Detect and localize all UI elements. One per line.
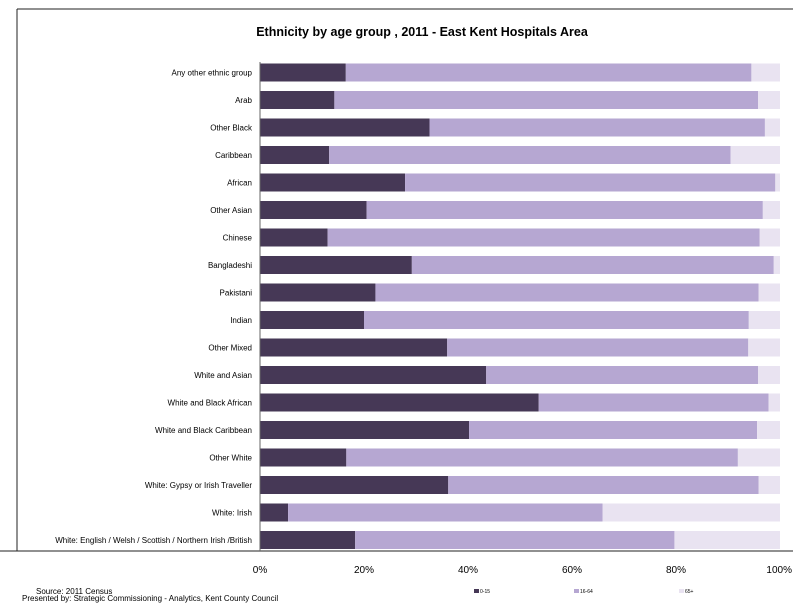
- bar-other-asian-16-64: [366, 201, 763, 219]
- bar-pakistani-16-64: [375, 283, 759, 302]
- bar-african-65plus: [775, 173, 780, 192]
- presented-by-text: Presented by: Strategic Commissioning - …: [22, 594, 278, 603]
- bar-white-and-black-african-0-15: [260, 393, 539, 412]
- bar-chinese-65plus: [759, 228, 780, 247]
- category-label-indian: Indian: [230, 316, 252, 325]
- bar-chinese-0-15: [260, 228, 328, 247]
- bar-caribbean-65plus: [730, 146, 780, 164]
- category-label-other-black: Other Black: [210, 124, 253, 133]
- category-label-any-other-ethnic-group: Any other ethnic group: [172, 69, 253, 78]
- legend-label-65plus: 65+: [685, 589, 694, 595]
- bar-white-gypsy-or-irish-traveller-0-15: [260, 476, 449, 494]
- bar-bangladeshi-16-64: [411, 256, 774, 274]
- bar-other-black-16-64: [429, 118, 765, 137]
- bar-indian-16-64: [364, 311, 749, 329]
- legend-label-0-15: 0-15: [480, 589, 490, 595]
- bar-white-and-asian-65plus: [758, 366, 780, 384]
- category-label-bangladeshi: Bangladeshi: [208, 261, 252, 270]
- bar-white-gypsy-or-irish-traveller-65plus: [758, 476, 780, 494]
- legend-label-16-64: 16-64: [580, 589, 593, 595]
- bar-white-gypsy-or-irish-traveller-16-64: [448, 476, 759, 494]
- category-label-other-white: Other White: [209, 454, 252, 463]
- bar-other-black-0-15: [260, 118, 430, 137]
- bar-bangladeshi-65plus: [773, 256, 780, 274]
- bar-other-mixed-65plus: [748, 338, 780, 357]
- bar-arab-65plus: [758, 91, 780, 109]
- x-axis-tick-labels: 0% 20% 40% 60% 80% 100%: [253, 565, 792, 576]
- bar-white-and-black-caribbean-65plus: [757, 421, 780, 439]
- bar-white-english-welsh-scottish-northern-irish-british-0-15: [260, 531, 356, 549]
- category-label-white-and-black-african: White and Black African: [168, 399, 252, 408]
- bar-white-irish-65plus: [602, 503, 780, 522]
- bar-white-irish-16-64: [288, 503, 603, 522]
- bar-pakistani-65plus: [758, 283, 780, 302]
- bar-bangladeshi-0-15: [260, 256, 412, 274]
- bar-indian-0-15: [260, 311, 364, 329]
- x-tick-label-40pct: 40%: [458, 565, 478, 576]
- bar-chinese-16-64: [327, 228, 760, 247]
- category-label-caribbean: Caribbean: [215, 151, 252, 160]
- x-tick-label-0pct: 0%: [253, 565, 268, 576]
- category-label-other-mixed: Other Mixed: [208, 344, 252, 353]
- bar-african-16-64: [405, 173, 776, 192]
- bar-other-white-65plus: [737, 448, 780, 467]
- category-label-white-english-welsh-scottish-northern-irish-british: White: English / Welsh / Scottish / Nort…: [55, 536, 252, 545]
- category-label-white-gypsy-or-irish-traveller: White: Gypsy or Irish Traveller: [145, 481, 252, 490]
- bar-pakistani-0-15: [260, 283, 376, 302]
- bar-other-asian-65plus: [762, 201, 780, 219]
- category-label-white-and-black-caribbean: White and Black Caribbean: [155, 426, 252, 435]
- category-label-african: African: [227, 179, 252, 188]
- bar-other-black-65plus: [764, 118, 780, 137]
- bar-arab-0-15: [260, 91, 335, 109]
- bar-any-other-ethnic-group-65plus: [751, 63, 780, 82]
- bar-any-other-ethnic-group-16-64: [345, 63, 752, 82]
- legend-swatch-65plus: [679, 589, 684, 593]
- bar-white-and-asian-0-15: [260, 366, 487, 384]
- bar-other-mixed-16-64: [447, 338, 749, 357]
- bar-other-white-0-15: [260, 448, 347, 467]
- bars-layer: [260, 63, 780, 549]
- bar-white-and-black-african-16-64: [538, 393, 769, 412]
- bar-white-english-welsh-scottish-northern-irish-british-65plus: [674, 531, 780, 549]
- bar-arab-16-64: [334, 91, 759, 109]
- bar-caribbean-0-15: [260, 146, 330, 164]
- x-tick-label-80pct: 80%: [666, 565, 686, 576]
- bar-other-mixed-0-15: [260, 338, 448, 357]
- bar-any-other-ethnic-group-0-15: [260, 63, 346, 82]
- bar-other-asian-0-15: [260, 201, 367, 219]
- source-text: Source: 2011 Census: [36, 587, 112, 596]
- category-label-white-and-asian: White and Asian: [194, 371, 252, 380]
- bar-white-irish-0-15: [260, 503, 289, 522]
- bar-african-0-15: [260, 173, 406, 192]
- bar-indian-65plus: [748, 311, 780, 329]
- legend-swatch-0-15: [474, 589, 479, 593]
- x-tick-label-20pct: 20%: [354, 565, 374, 576]
- category-label-arab: Arab: [235, 96, 252, 105]
- category-label-white-irish: White: Irish: [212, 509, 252, 518]
- bar-caribbean-16-64: [329, 146, 731, 164]
- category-label-pakistani: Pakistani: [220, 289, 253, 298]
- bar-white-english-welsh-scottish-northern-irish-british-16-64: [355, 531, 675, 549]
- bar-white-and-black-caribbean-0-15: [260, 421, 470, 439]
- bar-white-and-black-african-65plus: [768, 393, 780, 412]
- legend: 0-15 16-64 65+: [474, 589, 694, 595]
- bar-white-and-black-caribbean-16-64: [469, 421, 758, 439]
- category-label-chinese: Chinese: [223, 234, 253, 243]
- x-tick-label-60pct: 60%: [562, 565, 582, 576]
- bar-other-white-16-64: [346, 448, 738, 467]
- legend-swatch-16-64: [574, 589, 579, 593]
- chart-title: Ethnicity by age group , 2011 - East Ken…: [256, 25, 589, 39]
- category-labels: Any other ethnic group Arab Other Black Car…: [55, 69, 253, 546]
- bar-white-and-asian-16-64: [486, 366, 759, 384]
- category-label-other-asian: Other Asian: [210, 206, 252, 215]
- x-tick-label-100pct: 100%: [766, 565, 792, 576]
